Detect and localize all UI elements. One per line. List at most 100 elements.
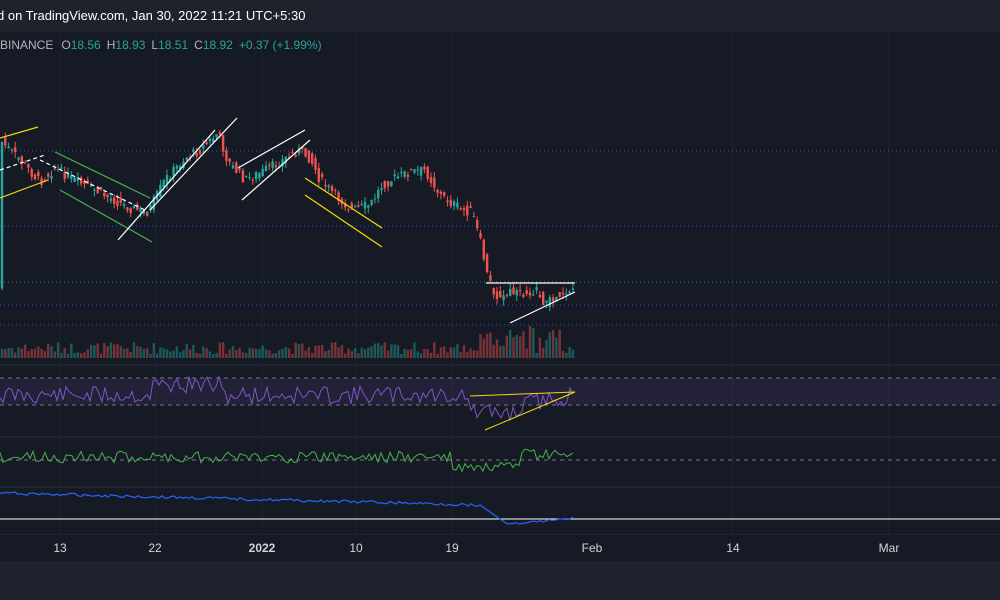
candle (241, 170, 245, 183)
candle (403, 171, 406, 177)
volume-bar (129, 351, 132, 358)
candle (20, 156, 23, 164)
volume-bar (215, 352, 218, 358)
volume-bar (294, 342, 297, 358)
candle (185, 157, 188, 161)
volume-bar (188, 349, 192, 358)
volume-bar (360, 347, 363, 358)
time-tick: 19 (445, 541, 459, 555)
candle (410, 169, 413, 171)
candle (60, 167, 63, 169)
candle (132, 205, 136, 209)
volume-bar (469, 348, 472, 358)
candle (27, 164, 30, 168)
volume-bar (291, 353, 294, 358)
candle (334, 190, 337, 192)
volume-bar (353, 348, 357, 358)
candle (446, 200, 449, 203)
volume-bar (70, 343, 73, 358)
candle (14, 147, 17, 152)
candle (268, 164, 271, 166)
volume-bar (40, 348, 43, 358)
volume-bar (212, 353, 215, 358)
volume-bar (169, 351, 172, 358)
volume-bar (165, 349, 169, 358)
trendline (117, 129, 216, 241)
candle (443, 192, 446, 196)
volume-bar (330, 342, 334, 358)
volume-bar (426, 349, 429, 358)
candle (215, 134, 218, 138)
volume-bar (482, 338, 485, 358)
volume-bar (119, 346, 122, 358)
candle (301, 147, 304, 149)
volume-bar (340, 344, 344, 358)
trendline (0, 179, 49, 199)
candle (235, 162, 238, 173)
candle (370, 199, 373, 206)
candle (271, 161, 274, 168)
volume-bar (33, 348, 37, 358)
volume-bar (258, 348, 261, 358)
candle (495, 291, 499, 299)
candle (357, 205, 360, 207)
high-value: 18.93 (115, 38, 146, 52)
candle (142, 210, 146, 214)
volume-bar (429, 352, 433, 358)
candle (228, 158, 231, 162)
volume-bar (446, 352, 449, 358)
volume-bar (528, 325, 532, 358)
candle (66, 172, 70, 178)
candle (314, 158, 317, 171)
candle (545, 300, 548, 303)
candle (509, 288, 512, 296)
volume-bar (377, 343, 380, 358)
candle (56, 169, 60, 171)
trendline (59, 189, 153, 243)
candle (324, 184, 327, 187)
candle (258, 172, 261, 179)
volume-bar (172, 350, 175, 358)
candle (538, 294, 542, 298)
chart-canvas[interactable] (0, 0, 1000, 535)
candle (116, 200, 119, 206)
candle (4, 137, 7, 146)
volume-bar (548, 332, 551, 358)
volume-bar (370, 346, 373, 358)
volume-bar (400, 353, 403, 358)
candle (489, 275, 492, 281)
candle (198, 150, 202, 154)
volume-bar (324, 351, 327, 358)
volume-bar (53, 351, 56, 358)
candle (212, 138, 215, 143)
volume-bar (149, 353, 152, 358)
volume-bar (14, 352, 17, 358)
volume-bar (80, 353, 83, 358)
volume-bar (311, 352, 314, 358)
candle (436, 189, 439, 193)
candle (146, 211, 149, 216)
time-tick: 2022 (248, 541, 276, 555)
volume-bar (571, 349, 575, 358)
candle (367, 205, 370, 208)
volume-bar (152, 343, 155, 358)
candle (89, 184, 93, 187)
trendline (304, 177, 383, 229)
volume-bar (449, 347, 452, 358)
candle (466, 205, 469, 216)
candle (281, 159, 284, 167)
candle (344, 203, 347, 208)
time-axis[interactable]: 13 22 2022 10 19 Feb 14 Mar (0, 535, 1000, 561)
candle (40, 178, 43, 186)
published-text: d on TradingView.com, Jan 30, 2022 11:21… (0, 8, 306, 23)
volume-bar (390, 344, 393, 358)
candle (284, 156, 287, 164)
volume-bar (347, 348, 350, 358)
candle (43, 180, 47, 182)
volume-bar (76, 352, 80, 358)
candle (479, 232, 482, 238)
candle (502, 295, 505, 300)
volume-bar (0, 348, 4, 358)
candle (525, 290, 528, 294)
volume-bar (462, 345, 466, 358)
